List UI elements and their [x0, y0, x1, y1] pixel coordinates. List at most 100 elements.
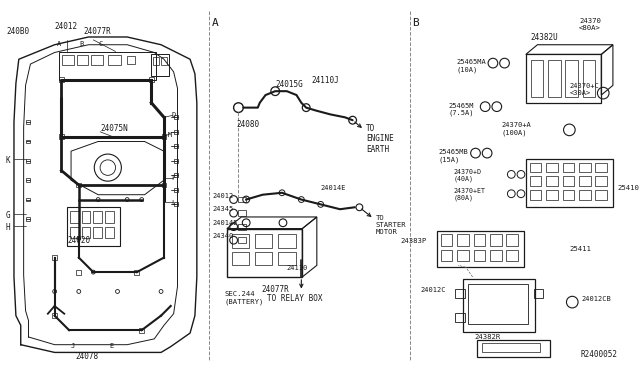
Text: 24078: 24078 — [75, 352, 98, 362]
Bar — [59, 77, 64, 82]
Bar — [441, 234, 452, 246]
Bar — [239, 197, 246, 202]
Bar — [161, 183, 166, 187]
Bar — [255, 234, 272, 248]
Bar — [239, 210, 246, 216]
Bar — [583, 60, 595, 97]
Text: TO
STARTER
MOTOR: TO STARTER MOTOR — [376, 215, 406, 235]
Bar — [463, 279, 536, 332]
Bar — [76, 183, 81, 187]
Text: L: L — [172, 199, 176, 206]
Text: B: B — [79, 41, 84, 47]
Bar — [563, 176, 574, 186]
Bar — [278, 252, 296, 265]
Bar — [59, 134, 64, 139]
Text: 24077R: 24077R — [84, 27, 111, 36]
Bar — [62, 55, 74, 65]
Bar — [26, 140, 31, 144]
Text: 24012CB: 24012CB — [582, 296, 612, 302]
Text: 24020: 24020 — [67, 236, 90, 245]
Text: R2400052: R2400052 — [580, 350, 618, 359]
Bar — [227, 228, 302, 277]
Bar — [232, 234, 249, 248]
Bar — [77, 55, 88, 65]
Bar — [255, 252, 272, 265]
Bar — [455, 313, 465, 323]
Bar — [526, 159, 613, 207]
Bar — [82, 227, 90, 238]
Text: 24340: 24340 — [212, 233, 234, 239]
Bar — [579, 190, 591, 199]
Bar — [26, 159, 31, 163]
Text: 24015G: 24015G — [275, 80, 303, 89]
Text: 25465MA
(10A): 25465MA (10A) — [456, 59, 486, 73]
Bar — [278, 234, 296, 248]
Bar — [161, 134, 166, 139]
Bar — [173, 188, 179, 192]
Bar — [26, 198, 31, 202]
Bar — [82, 211, 90, 223]
Bar — [173, 173, 179, 177]
Bar — [105, 227, 114, 238]
Bar — [108, 55, 122, 65]
Text: 24382U: 24382U — [531, 33, 559, 42]
Bar — [483, 343, 540, 352]
Text: 24370
<80A>: 24370 <80A> — [579, 17, 601, 31]
Text: 24345: 24345 — [212, 206, 234, 212]
Text: A: A — [211, 17, 218, 28]
Bar — [490, 250, 502, 262]
Text: 24370+C
<30A>: 24370+C <30A> — [570, 83, 599, 96]
Bar — [26, 120, 31, 124]
Bar — [546, 190, 557, 199]
Text: 24077R: 24077R — [261, 285, 289, 294]
Bar — [595, 190, 607, 199]
Bar — [70, 227, 79, 238]
Bar — [563, 190, 574, 199]
Bar — [506, 234, 518, 246]
Text: 24383P: 24383P — [401, 238, 427, 244]
Bar — [232, 252, 249, 265]
Text: 24370+D
(40A): 24370+D (40A) — [453, 169, 481, 182]
Bar — [506, 250, 518, 262]
Bar — [455, 289, 465, 298]
Text: 24075N: 24075N — [100, 124, 128, 133]
Bar — [60, 52, 156, 80]
Text: A: A — [58, 41, 61, 47]
Bar — [140, 328, 144, 333]
Bar — [152, 54, 169, 76]
Bar — [26, 178, 31, 182]
Text: C: C — [99, 41, 103, 47]
Text: 24012C: 24012C — [421, 287, 447, 293]
Bar — [477, 340, 550, 357]
Bar — [134, 270, 140, 275]
Bar — [441, 250, 452, 262]
Bar — [563, 163, 574, 173]
Text: B: B — [412, 17, 419, 28]
Bar — [457, 250, 468, 262]
Bar — [595, 176, 607, 186]
Text: 24014E: 24014E — [212, 220, 238, 226]
Text: H: H — [5, 223, 10, 232]
Bar — [173, 130, 179, 134]
Bar — [173, 144, 179, 148]
Text: 24012: 24012 — [212, 193, 234, 199]
Text: 24012: 24012 — [54, 22, 77, 31]
Text: SEC.244
(BATTERY): SEC.244 (BATTERY) — [225, 292, 264, 305]
Bar — [149, 77, 154, 82]
Bar — [566, 60, 578, 97]
Bar — [173, 159, 179, 163]
Text: M: M — [168, 132, 172, 138]
Bar — [76, 270, 81, 275]
Text: 25411: 25411 — [570, 246, 591, 252]
Text: 24370+ET
(80A): 24370+ET (80A) — [453, 188, 485, 201]
Bar — [173, 115, 179, 119]
Text: K: K — [5, 156, 10, 165]
Text: F: F — [172, 175, 176, 182]
Bar — [105, 211, 114, 223]
Bar — [526, 54, 602, 103]
Text: TO
ENGINE
EARTH: TO ENGINE EARTH — [366, 124, 394, 154]
Bar — [468, 284, 528, 324]
Bar — [52, 313, 57, 318]
Text: J: J — [71, 343, 76, 349]
Text: 24370+A
(100A): 24370+A (100A) — [502, 122, 531, 136]
